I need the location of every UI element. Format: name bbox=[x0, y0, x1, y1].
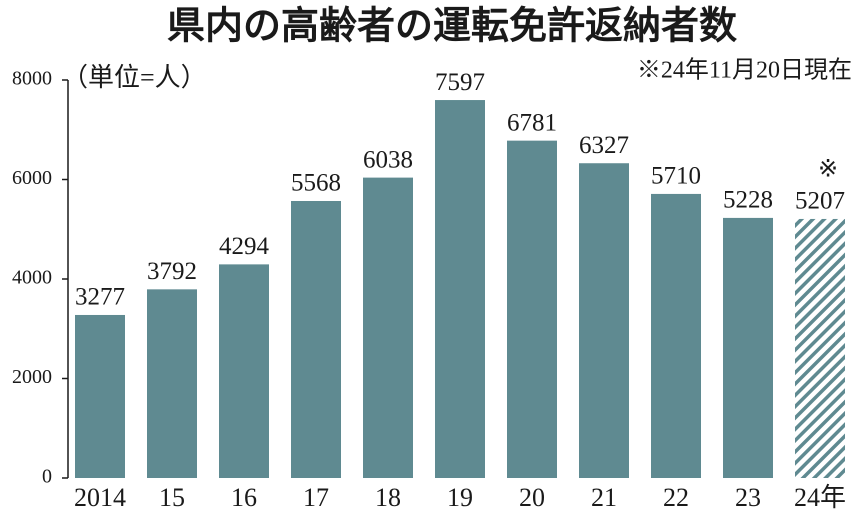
chart-title: 県内の高齢者の運転免許返納者数 bbox=[167, 4, 737, 48]
value-marker: ※ bbox=[818, 156, 838, 182]
value-label: 6038 bbox=[363, 146, 413, 173]
bar bbox=[219, 264, 269, 478]
y-tick-label: 2000 bbox=[12, 366, 52, 388]
value-label: 5568 bbox=[291, 170, 341, 197]
value-label: 5710 bbox=[651, 163, 701, 190]
y-tick-label: 4000 bbox=[12, 267, 52, 289]
y-tick-label: 8000 bbox=[12, 68, 52, 90]
x-tick-label: 23 bbox=[735, 483, 761, 512]
subtitle: （単位=人） bbox=[62, 63, 207, 92]
bar bbox=[795, 218, 845, 478]
bar bbox=[507, 140, 557, 478]
bar bbox=[435, 100, 485, 478]
bar bbox=[651, 193, 701, 479]
x-tick-label: 21 bbox=[591, 483, 617, 512]
value-label: 6327 bbox=[579, 132, 629, 159]
x-tick-label: 19 bbox=[447, 483, 473, 512]
value-label: 5207 bbox=[795, 188, 845, 215]
x-tick-label: 20 bbox=[519, 483, 545, 512]
bar bbox=[363, 177, 413, 478]
note: ※24年11月20日現在 bbox=[637, 57, 852, 84]
x-tick-label: 24年 bbox=[794, 483, 846, 512]
y-tick-label: 6000 bbox=[12, 167, 52, 189]
bar bbox=[147, 289, 197, 478]
x-tick-label: 2014 bbox=[74, 483, 126, 512]
value-label: 5228 bbox=[723, 187, 773, 214]
value-label: 6781 bbox=[507, 109, 557, 136]
value-label: 3792 bbox=[147, 258, 197, 285]
x-tick-label: 15 bbox=[159, 483, 185, 512]
value-label: 4294 bbox=[219, 233, 270, 260]
bar bbox=[75, 314, 125, 478]
x-tick-label: 17 bbox=[303, 483, 329, 512]
bar bbox=[291, 200, 341, 478]
bar bbox=[579, 163, 629, 478]
x-tick-label: 18 bbox=[375, 483, 401, 512]
y-tick-label: 0 bbox=[42, 466, 52, 488]
x-tick-label: 22 bbox=[663, 483, 689, 512]
bar bbox=[723, 217, 773, 479]
x-tick-label: 16 bbox=[231, 483, 257, 512]
value-label: 3277 bbox=[75, 284, 125, 311]
value-label: 7597 bbox=[435, 69, 485, 96]
